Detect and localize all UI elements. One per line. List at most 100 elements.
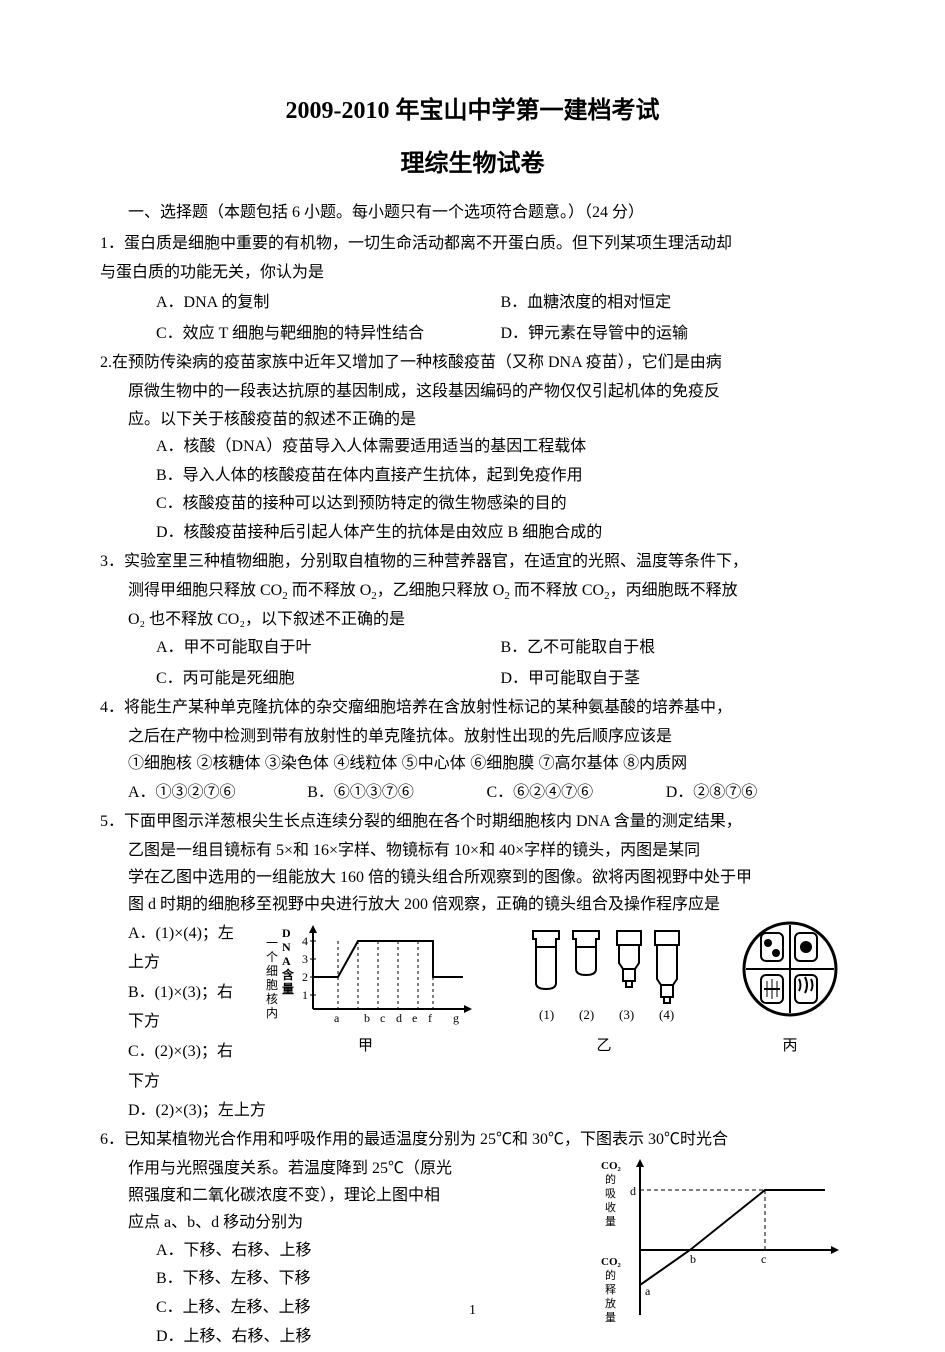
q6-stem-line3: 照强度和二氧化碳浓度不变），理论上图中相 [100,1182,595,1209]
lens-label-2: (2) [579,1007,594,1022]
jia-ylabel2-0: D [282,926,291,940]
jia-ylabel-3: 胞 [266,978,278,992]
q6-ylo-2: 释 [605,1283,616,1296]
jia-xt-a: a [334,1011,340,1025]
q6-chart-svg: CO₂ 的 吸 收 量 CO₂ 的 释 放 量 d c b a [595,1155,845,1325]
page-number: 1 [0,1303,945,1319]
jia-ylabel2-1: N [282,940,291,954]
q1-opt-b: B．血糖浓度的相对恒定 [501,288,846,318]
figure-yi: (1) (2) (3) (4) 乙 [519,919,689,1055]
q5-stem-line2: 乙图是一组目镜标有 5×和 16×字样、物镜标有 10×和 40×字样的镜头，丙… [100,837,845,864]
jia-ylabel-0: 一 [266,936,278,950]
q5-opt-a-line2: 上方 [128,948,250,978]
q6-left-column: 作用与光照强度关系。若温度降到 25℃（原光 照强度和二氧化碳浓度不变），理论上… [100,1155,595,1352]
q3-opt-b: B．乙不可能取自于根 [501,633,846,663]
q6-opt-a: A．下移、右移、上移 [156,1237,595,1266]
jia-xt-d: d [396,1011,402,1025]
q3-opt-c: C．丙可能是死细胞 [156,664,501,694]
jia-ylabel-4: 核 [266,992,278,1006]
q3-stem-line3: O₂ 也不释放 CO₂，以下叙述不正确的是 [100,606,845,633]
q4-options: A．①③②⑦⑥ B．⑥①③⑦⑥ C．⑥②④⑦⑥ D．②⑧⑦⑥ [100,778,845,808]
q5-stem-line1: 5．下面甲图示洋葱根尖生长点连续分裂的细胞在各个时期细胞核内 DNA 含量的测定… [100,808,845,835]
q1-opt-a: A．DNA 的复制 [156,288,501,318]
figure-yi-label: 乙 [519,1034,689,1055]
q1-opt-d: D．钾元素在导管中的运输 [501,319,846,349]
q6-opt-b: B．下移、左移、下移 [156,1265,595,1294]
q2-stem-line1: 2.在预防传染病的疫苗家族中近年又增加了一种核酸疫苗（又称 DNA 疫苗），它们… [100,349,845,376]
q1-stem-line2: 与蛋白质的功能无关，你认为是 [100,259,845,286]
lens-label-3: (3) [619,1007,634,1022]
figure-jia: 一 个 细 胞 核 内 D N A 含 量 4 3 2 [258,919,473,1055]
jia-xt-e: e [412,1011,417,1025]
q6-yup-4: 量 [605,1215,616,1228]
jia-yt-1: 1 [302,988,308,1002]
jia-ylabel2-3: 含 [282,967,295,982]
q4-stem-line1: 4．将能生产某种单克隆抗体的杂交瘤细胞培养在含放射性标记的某种氨基酸的培养基中， [100,694,845,721]
jia-xt-f: f [428,1011,432,1025]
microscope-view-svg [735,919,845,1027]
q6-stem-line2: 作用与光照强度关系。若温度降到 25℃（原光 [100,1155,595,1182]
q5-opt-a-line1: A．(1)×(4)；左 [128,919,250,949]
jia-ylabel-5: 内 [266,1006,278,1020]
lenses-svg: (1) (2) (3) (4) [519,919,689,1027]
q6-options: A．下移、右移、上移 B．下移、左移、下移 C．上移、左移、上移 D．上移、右移… [100,1237,595,1352]
q1-options: A．DNA 的复制 B．血糖浓度的相对恒定 C．效应 T 细胞与靶细胞的特异性结… [100,288,845,349]
jia-ylabel-1: 个 [266,950,278,964]
title-sub: 理综生物试卷 [100,143,845,178]
q3-opt-d: D．甲可能取自于茎 [501,664,846,694]
jia-ylabel-2: 细 [266,964,278,978]
q3-stem-line1: 3．实验室里三种植物细胞，分别取自植物的三种营养器官，在适宜的光照、温度等条件下… [100,548,845,575]
chart-jia-svg: 一 个 细 胞 核 内 D N A 含 量 4 3 2 [258,919,473,1027]
q5-opt-d: D．(2)×(3)；左上方 [100,1096,845,1126]
jia-xt-g: g [453,1011,459,1025]
q5-opt-b-line2: 下方 [128,1007,250,1037]
q6-yup-1: 的 [605,1172,616,1186]
q4-opt-d: D．②⑧⑦⑥ [666,778,845,808]
q6-pt-a: a [645,1284,651,1298]
q4-stem-line2: 之后在产物中检测到带有放射性的单克隆抗体。放射性出现的先后顺序应该是 [100,723,845,750]
title-main: 2009-2010 年宝山中学第一建档考试 [100,90,845,125]
q4-opt-b: B．⑥①③⑦⑥ [307,778,486,808]
lens-label-4: (4) [659,1007,674,1022]
jia-ylabel2-4: 量 [282,982,294,996]
lens-label-1: (1) [539,1007,554,1022]
q6-yup-0: CO₂ [601,1160,622,1172]
q6-stem-line1: 6．已知某植物光合作用和呼吸作用的最适温度分别为 25℃和 30℃，下图表示 3… [100,1126,845,1153]
q6-pt-c: c [761,1252,766,1266]
q6-yup-2: 吸 [605,1188,616,1200]
q4-opt-c: C．⑥②④⑦⑥ [487,778,666,808]
q6-ylo-1: 的 [605,1268,616,1282]
q2-stem-line2: 原微生物中的一段表达抗原的基因制成，这段基因编码的产物仅仅引起机体的免疫反 [100,378,845,405]
q6-pt-b: b [690,1252,696,1266]
jia-yt-3: 3 [302,952,308,966]
q5-opt-c-line2: 下方 [128,1067,250,1097]
figure-jia-label: 甲 [258,1034,473,1055]
q1-stem-line1: 1．蛋白质是细胞中重要的有机物，一切生命活动都离不开蛋白质。但下列某项生理活动却 [100,230,845,257]
q6-opt-d: D．上移、右移、上移 [156,1323,595,1352]
q5-opt-c-line1: C．(2)×(3)；右 [128,1037,250,1067]
q3-opt-a: A．甲不可能取自于叶 [156,633,501,663]
jia-yt-4: 4 [302,934,308,948]
q4-items: ①细胞核 ②核糖体 ③染色体 ④线粒体 ⑤中心体 ⑥细胞膜 ⑦高尔基体 ⑧内质网 [100,750,845,777]
q2-stem-line3: 应。以下关于核酸疫苗的叙述不正确的是 [100,406,845,433]
jia-xt-c: c [380,1011,385,1025]
q2-opt-d: D．核酸疫苗接种后引起人体产生的抗体是由效应 B 细胞合成的 [156,519,845,548]
q5-options-column: A．(1)×(4)；左 上方 B．(1)×(3)；右 下方 C．(2)×(3)；… [100,919,250,1097]
q5-stem-line4: 图 d 时期的细胞移至视野中央进行放大 200 倍观察，正确的镜头组合及操作程序… [100,891,845,918]
q6-yup-3: 收 [605,1200,616,1214]
q5-opt-b-line1: B．(1)×(3)；右 [128,978,250,1008]
q3-options: A．甲不可能取自于叶 B．乙不可能取自于根 C．丙可能是死细胞 D．甲可能取自于… [100,633,845,694]
q2-opt-c: C．核酸疫苗的接种可以达到预防特定的微生物感染的目的 [156,490,845,519]
jia-yt-2: 2 [302,970,308,984]
q5-row: A．(1)×(4)；左 上方 B．(1)×(3)；右 下方 C．(2)×(3)；… [100,919,845,1097]
jia-ylabel2-2: A [282,954,291,968]
section-1-head: 一、选择题（本题包括 6 小题。每小题只有一个选项符合题意。）（24 分） [100,198,845,222]
q2-opt-a: A．核酸（DNA）疫苗导入人体需要适用适当的基因工程载体 [156,433,845,462]
figure-bing-label: 丙 [735,1034,845,1055]
q3-stem-line2: 测得甲细胞只释放 CO2 而不释放 O2，乙细胞只释放 O2 而不释放 CO2，… [100,577,845,606]
q6-pt-d: d [630,1184,636,1198]
q6-ylo-0: CO₂ [601,1256,622,1268]
q4-opt-a: A．①③②⑦⑥ [128,778,307,808]
q1-opt-c: C．效应 T 细胞与靶细胞的特异性结合 [156,319,501,349]
figure-bing: 丙 [735,919,845,1055]
